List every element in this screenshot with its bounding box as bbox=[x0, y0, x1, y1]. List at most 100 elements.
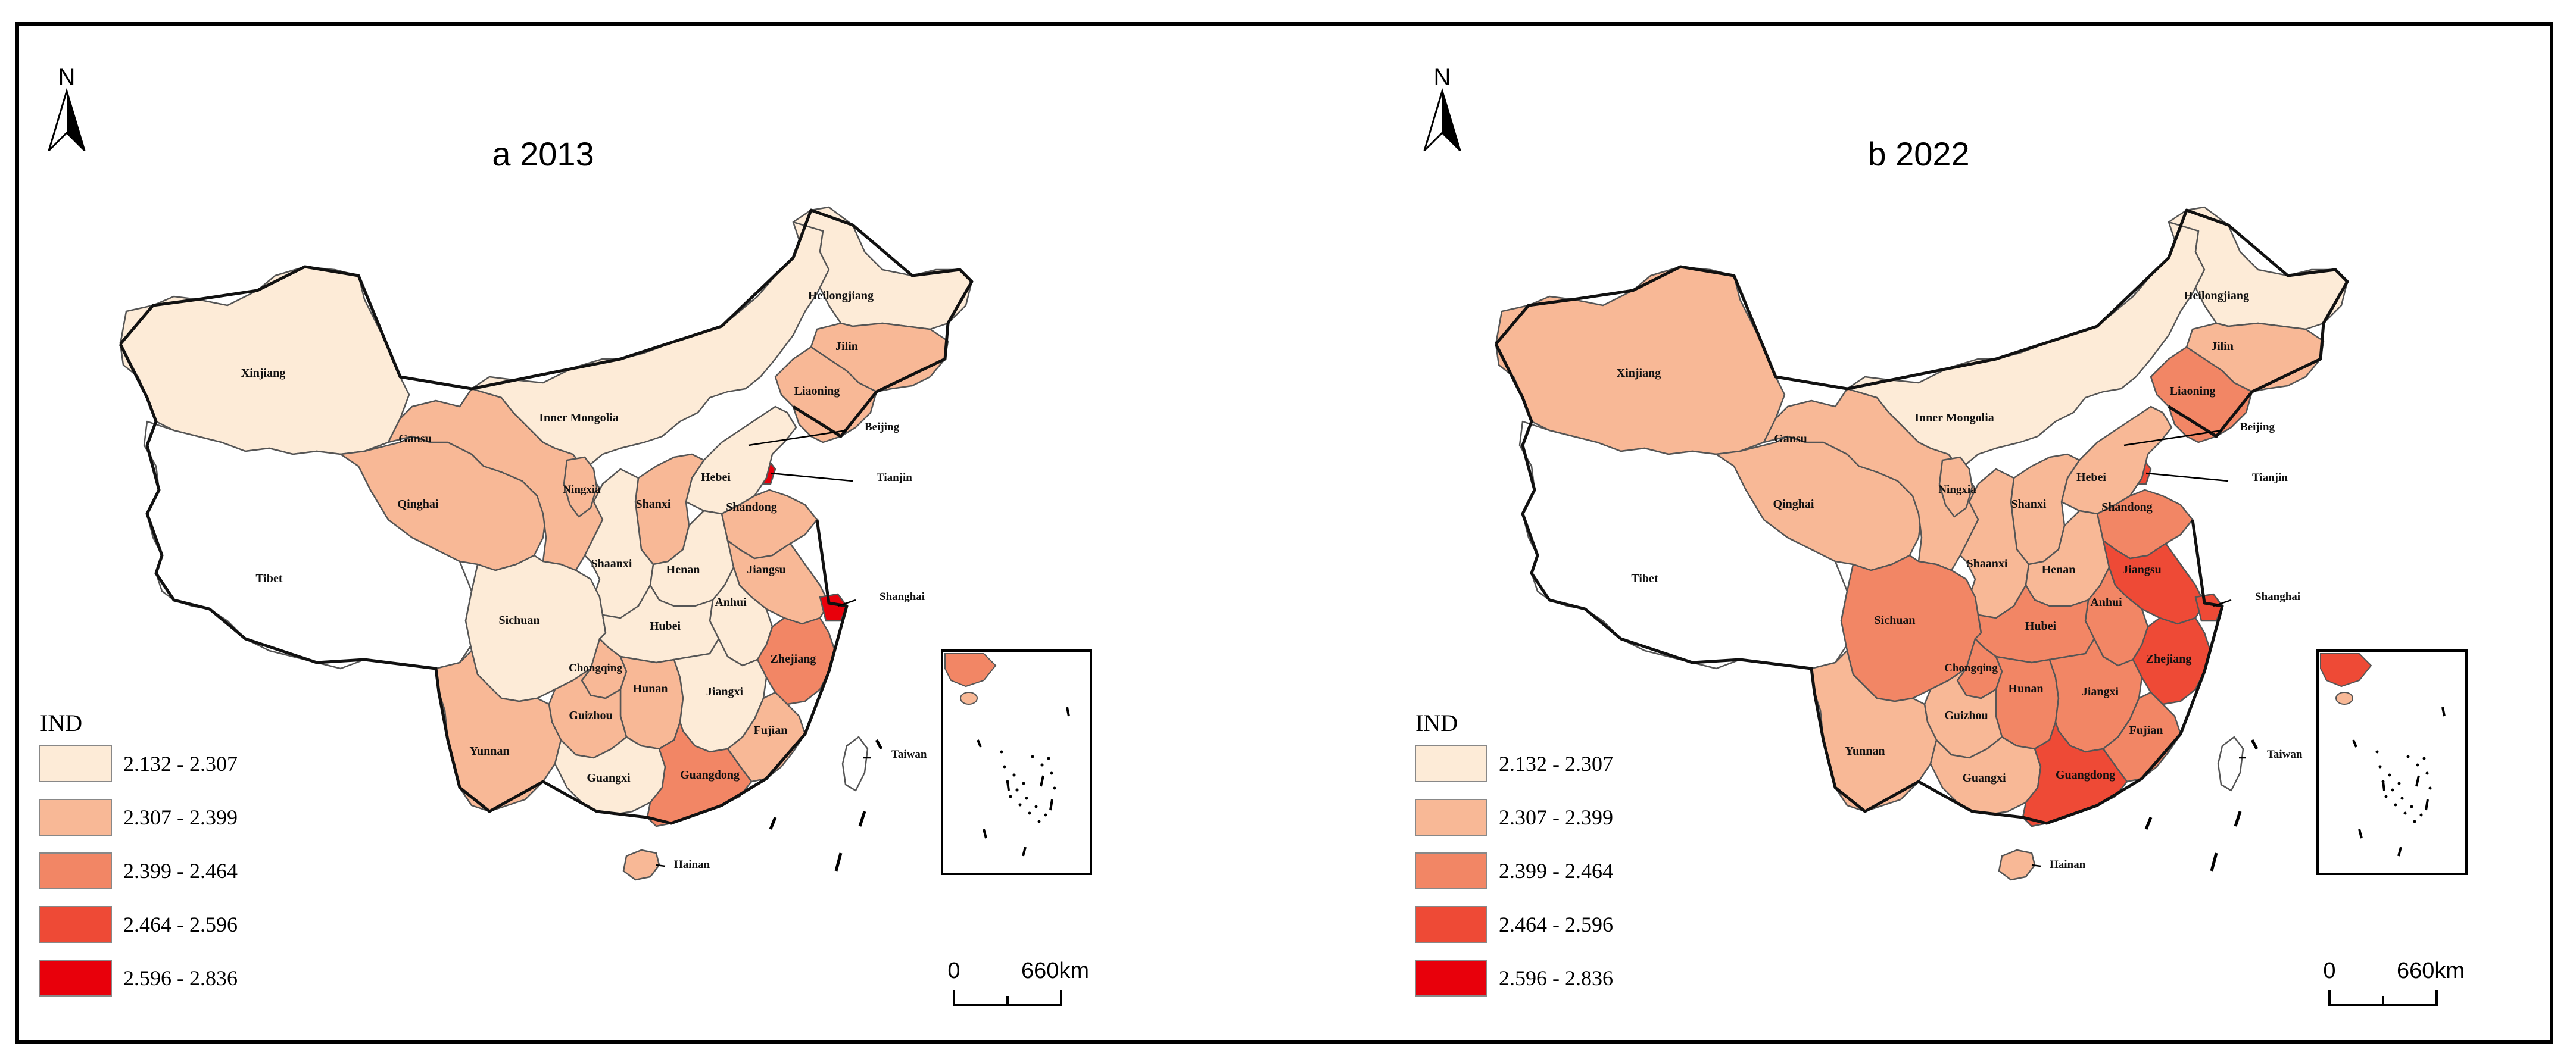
north-label: N bbox=[1434, 64, 1451, 90]
label-qinghai: Qinghai bbox=[398, 498, 439, 511]
leader-line bbox=[2145, 472, 2229, 482]
label-guizhou: Guizhou bbox=[1944, 709, 1988, 722]
legend-label-5: 2.596 - 2.836 bbox=[123, 966, 238, 990]
label-inner-mongolia: Inner Mongolia bbox=[539, 411, 619, 424]
label-inner-mongolia: Inner Mongolia bbox=[1914, 411, 1994, 424]
label-shanghai: Shanghai bbox=[880, 591, 925, 603]
label-tibet: Tibet bbox=[1631, 572, 1658, 585]
province-hunan[interactable] bbox=[619, 655, 684, 750]
province-hunan[interactable] bbox=[1995, 655, 2060, 750]
label-hainan: Hainan bbox=[2050, 858, 2086, 871]
label-anhui: Anhui bbox=[2090, 596, 2122, 609]
legend-swatch-2 bbox=[1415, 799, 1487, 836]
province-ningxia[interactable] bbox=[563, 456, 598, 518]
provinces bbox=[119, 206, 973, 881]
label-tianjin: Tianjin bbox=[877, 471, 912, 484]
province-fujian[interactable] bbox=[726, 691, 806, 783]
label-heilongjiang: Heilongjiang bbox=[2184, 289, 2249, 302]
label-sichuan: Sichuan bbox=[1875, 614, 1916, 627]
label-xinjiang: Xinjiang bbox=[1617, 367, 1661, 380]
map-panel-1: Na 2013 Xinjiang Tibet Qinghai Gansu Inner Mo… bbox=[39, 64, 1092, 1006]
label-tianjin: Tianjin bbox=[2252, 471, 2288, 484]
leader-line bbox=[837, 599, 856, 607]
scale-distance-label: 660km bbox=[2397, 958, 2465, 983]
label-liaoning: Liaoning bbox=[794, 385, 840, 398]
label-beijing: Beijing bbox=[2240, 421, 2275, 433]
label-gansu: Gansu bbox=[398, 432, 432, 445]
boundary-dash bbox=[2234, 811, 2242, 827]
province-liaoning[interactable] bbox=[774, 346, 878, 443]
boundary-dash bbox=[834, 852, 843, 872]
legend-label-1: 2.132 - 2.307 bbox=[123, 752, 238, 776]
map-panel-2: Nb 2022 Xinjiang Tibet Qinghai Gansu Inner Mo… bbox=[1415, 64, 2468, 1006]
label-jiangsu: Jiangsu bbox=[747, 563, 786, 576]
legend-label-1: 2.132 - 2.307 bbox=[1499, 752, 1613, 776]
label-ningxia: Ningxia bbox=[563, 483, 601, 496]
leader-line bbox=[2213, 599, 2232, 607]
legend-label-5: 2.596 - 2.836 bbox=[1499, 966, 1613, 990]
boundary-dash bbox=[2144, 817, 2153, 830]
label-hunan: Hunan bbox=[633, 682, 668, 695]
label-hainan: Hainan bbox=[674, 858, 710, 871]
legend-swatch-4 bbox=[1415, 906, 1487, 943]
label-jilin: Jilin bbox=[835, 340, 858, 353]
province-hainan[interactable] bbox=[1998, 849, 2036, 881]
legend-swatch-3 bbox=[39, 852, 112, 889]
label-yunnan: Yunnan bbox=[469, 745, 509, 758]
province-liaoning[interactable] bbox=[2150, 346, 2253, 443]
legend-label-4: 2.464 - 2.596 bbox=[123, 913, 238, 936]
label-guangdong: Guangdong bbox=[2056, 769, 2115, 782]
label-tibet: Tibet bbox=[255, 572, 283, 585]
label-xinjiang: Xinjiang bbox=[241, 367, 285, 380]
leader-line bbox=[2123, 429, 2223, 446]
label-guangxi: Guangxi bbox=[587, 771, 631, 785]
provinces bbox=[1495, 206, 2349, 881]
boundary-dash bbox=[769, 817, 777, 830]
boundary-dash bbox=[2250, 739, 2259, 750]
map-figure: Na 2013 Xinjiang Tibet Qinghai Gansu Inner Mo… bbox=[39, 64, 2468, 1006]
label-guangdong: Guangdong bbox=[680, 769, 740, 782]
province-taiwan[interactable] bbox=[2217, 736, 2244, 792]
north-label: N bbox=[58, 64, 76, 90]
label-henan: Henan bbox=[666, 563, 700, 576]
legend-label-3: 2.399 - 2.464 bbox=[123, 859, 238, 883]
province-fujian[interactable] bbox=[2102, 691, 2182, 783]
label-hebei: Hebei bbox=[2076, 471, 2106, 484]
province-hainan[interactable] bbox=[622, 849, 660, 881]
label-shaanxi: Shaanxi bbox=[591, 557, 632, 570]
label-sichuan: Sichuan bbox=[499, 614, 540, 627]
leader-line bbox=[656, 864, 666, 867]
legend-swatch-5 bbox=[1415, 960, 1487, 997]
legend-swatch-1 bbox=[39, 745, 112, 782]
boundary-dash bbox=[875, 739, 883, 750]
label-shandong: Shandong bbox=[726, 501, 777, 514]
legend-swatch-1 bbox=[1415, 745, 1487, 782]
province-ningxia[interactable] bbox=[1938, 456, 1973, 518]
label-hubei: Hubei bbox=[2025, 620, 2057, 633]
border-north bbox=[1495, 208, 2349, 438]
label-shanxi: Shanxi bbox=[636, 498, 671, 511]
label-qinghai: Qinghai bbox=[1773, 498, 1814, 511]
scale-zero-label: 0 bbox=[2323, 958, 2335, 983]
label-guizhou: Guizhou bbox=[569, 709, 612, 722]
label-taiwan: Taiwan bbox=[2267, 748, 2303, 761]
inset-map bbox=[941, 649, 1092, 875]
leader-line bbox=[770, 472, 853, 482]
legend-swatch-2 bbox=[39, 799, 112, 836]
label-jiangsu: Jiangsu bbox=[2122, 563, 2162, 576]
scale-bar bbox=[953, 990, 1062, 1006]
label-yunnan: Yunnan bbox=[1845, 745, 1885, 758]
label-anhui: Anhui bbox=[715, 596, 747, 609]
map-title: b 2022 bbox=[1867, 135, 1969, 173]
leader-line bbox=[748, 429, 847, 446]
map-title: a 2013 bbox=[492, 135, 594, 173]
border-north bbox=[119, 208, 974, 438]
north-arrow-icon bbox=[48, 88, 86, 152]
label-shandong: Shandong bbox=[2101, 501, 2153, 514]
label-liaoning: Liaoning bbox=[2170, 385, 2216, 398]
label-henan: Henan bbox=[2042, 563, 2076, 576]
province-taiwan[interactable] bbox=[841, 736, 869, 792]
label-jilin: Jilin bbox=[2211, 340, 2234, 353]
border-south bbox=[118, 343, 849, 825]
